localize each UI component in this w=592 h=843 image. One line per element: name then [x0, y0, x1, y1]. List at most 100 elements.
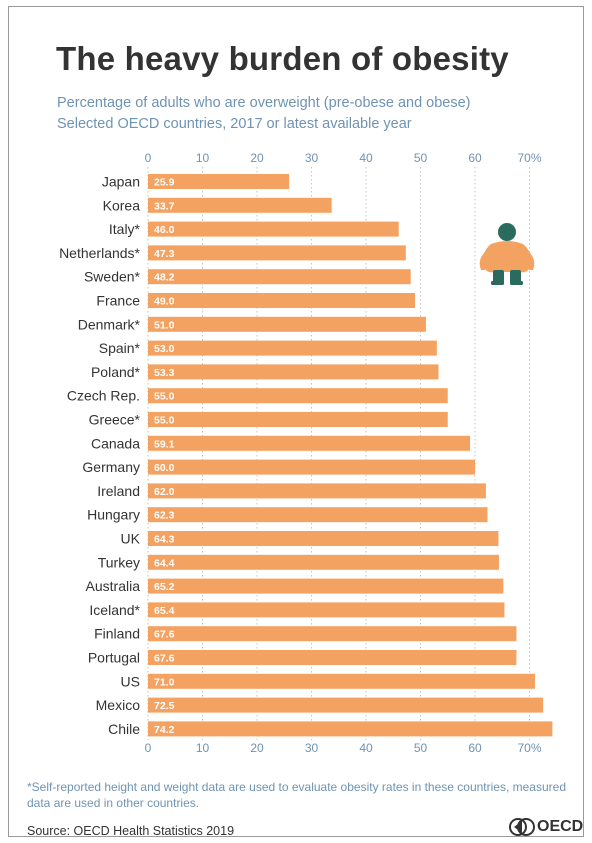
bar	[148, 293, 416, 308]
bar	[148, 269, 411, 285]
bar-row: Sweden* 48.2	[84, 269, 411, 285]
x-tick-label-bottom: 40	[359, 741, 373, 755]
bar	[148, 221, 399, 237]
figure-foot-left	[491, 281, 504, 285]
bar-value-label: 64.3	[154, 534, 175, 546]
category-label: Finland	[94, 626, 140, 642]
bar-value-label: 72.5	[154, 700, 175, 712]
bar-value-label: 51.0	[154, 319, 175, 331]
x-axis-top: 0 10 20 30 40 50 60 70%	[145, 151, 542, 165]
bar-value-label: 67.6	[154, 629, 175, 641]
category-label: Poland*	[91, 364, 141, 380]
category-label: Czech Rep.	[67, 388, 140, 404]
category-label: Hungary	[87, 507, 140, 523]
x-tick-label-top: 30	[305, 151, 319, 165]
category-label: Canada	[91, 435, 140, 451]
bar-value-label: 55.0	[154, 415, 175, 427]
category-label: Mexico	[96, 697, 141, 713]
bar-row: Mexico 72.5	[96, 697, 544, 713]
bar-value-label: 48.2	[154, 272, 175, 284]
figure-leg-left	[493, 270, 504, 284]
bar-row: Australia 65.2	[86, 578, 504, 594]
bar	[148, 435, 471, 451]
x-tick-label-top: 50	[414, 151, 428, 165]
bar-row: Netherlands* 47.3	[59, 245, 406, 261]
chart-title: The heavy burden of obesity	[56, 40, 509, 77]
category-label: Australia	[86, 578, 141, 594]
figure-leg-right	[510, 270, 521, 284]
bar	[148, 721, 553, 737]
category-label: UK	[121, 531, 141, 547]
subtitle-line-2: Selected OECD countries, 2017 or latest …	[57, 116, 412, 132]
category-label: France	[96, 293, 140, 309]
figure-body	[482, 241, 532, 273]
subtitle-line-1: Percentage of adults who are overweight …	[57, 95, 471, 111]
x-tick-label-bottom: 30	[305, 741, 319, 755]
category-label: Japan	[102, 174, 140, 190]
figure-arm-right	[525, 252, 535, 270]
bar	[148, 340, 437, 356]
figure-head	[498, 223, 516, 241]
bar-value-label: 65.2	[154, 581, 175, 593]
bar-value-label: 65.4	[154, 605, 175, 617]
figure-foot-right	[510, 281, 523, 285]
x-tick-label-bottom: 60	[468, 741, 482, 755]
bar-chart: 0 10 20 30 40 50 60 70% 0 10 20 30 40 50 60 70% Japan 2…	[59, 151, 553, 755]
x-axis-bottom: 0 10 20 30 40 50 60 70%	[145, 741, 542, 755]
bar	[148, 388, 448, 404]
x-tick-label-bottom: 0	[145, 741, 152, 755]
x-tick-label-bottom: 10	[196, 741, 210, 755]
x-tick-label-top: 10	[196, 151, 210, 165]
bar-row: France 49.0	[96, 293, 416, 309]
bar-value-label: 53.3	[154, 367, 175, 379]
bar	[148, 554, 499, 570]
bar-value-label: 60.0	[154, 462, 175, 474]
category-label: Italy*	[109, 221, 141, 237]
category-label: Denmark*	[78, 316, 141, 332]
bar	[148, 483, 486, 499]
x-tick-label-top: 0	[145, 151, 152, 165]
bar	[148, 507, 488, 523]
bar-value-label: 59.1	[154, 438, 175, 450]
category-label: US	[121, 673, 140, 689]
bar	[148, 459, 475, 475]
bar-row: Poland* 53.3	[91, 364, 439, 380]
category-label: Sweden*	[84, 269, 141, 285]
bar-row: Germany 60.0	[82, 459, 475, 475]
bar-row: Denmark* 51.0	[78, 316, 426, 332]
chart-subtitle: Percentage of adults who are overweight …	[57, 93, 471, 135]
bar-value-label: 33.7	[154, 200, 175, 212]
bars: Japan 25.9 Korea 33.7 Italy* 46.0 Netherlands*…	[59, 174, 553, 737]
x-tick-label-top: 60	[468, 151, 482, 165]
x-tick-label-bottom: 70%	[517, 741, 541, 755]
category-label: Ireland	[97, 483, 140, 499]
bar-value-label: 62.0	[154, 486, 175, 498]
category-label: Spain*	[99, 340, 141, 356]
bar-row: Turkey 64.4	[98, 554, 499, 570]
bar	[148, 602, 505, 618]
bar	[148, 578, 504, 594]
bar-row: Korea 33.7	[103, 197, 332, 213]
bar	[148, 245, 406, 261]
bar-row: UK 64.3	[121, 531, 499, 547]
bar-row: Canada 59.1	[91, 435, 471, 451]
bar-value-label: 64.4	[154, 557, 175, 569]
bar	[148, 531, 499, 546]
bar	[148, 673, 535, 689]
bar-value-label: 55.0	[154, 391, 175, 403]
bar-row: Spain* 53.0	[99, 340, 437, 356]
category-label: Netherlands*	[59, 245, 140, 261]
x-tick-label-bottom: 20	[250, 741, 264, 755]
bar-value-label: 74.2	[154, 724, 175, 736]
bar-value-label: 71.0	[154, 676, 175, 688]
x-tick-label-bottom: 50	[414, 741, 428, 755]
bar	[148, 364, 439, 380]
grid-lines	[147, 167, 530, 740]
bar-value-label: 53.0	[154, 343, 175, 355]
bar-row: Portugal 67.6	[88, 650, 517, 666]
bar-row: Italy* 46.0	[109, 221, 399, 237]
bar-row: Finland 67.6	[94, 626, 517, 642]
bar-value-label: 62.3	[154, 510, 175, 522]
bar-row: US 71.0	[121, 673, 535, 689]
bar-value-label: 25.9	[154, 177, 175, 189]
